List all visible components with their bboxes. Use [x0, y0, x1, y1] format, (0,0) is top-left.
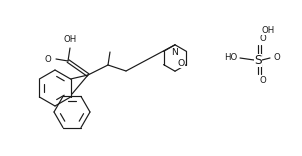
Text: O: O — [178, 59, 185, 68]
Text: N: N — [172, 48, 178, 57]
Text: S: S — [254, 54, 262, 66]
Text: O: O — [44, 54, 51, 63]
Text: OH: OH — [63, 35, 77, 44]
Text: O: O — [274, 54, 281, 63]
Text: O: O — [259, 76, 266, 85]
Text: OH: OH — [261, 26, 274, 35]
Text: O: O — [259, 34, 266, 43]
Text: HO: HO — [224, 54, 237, 63]
